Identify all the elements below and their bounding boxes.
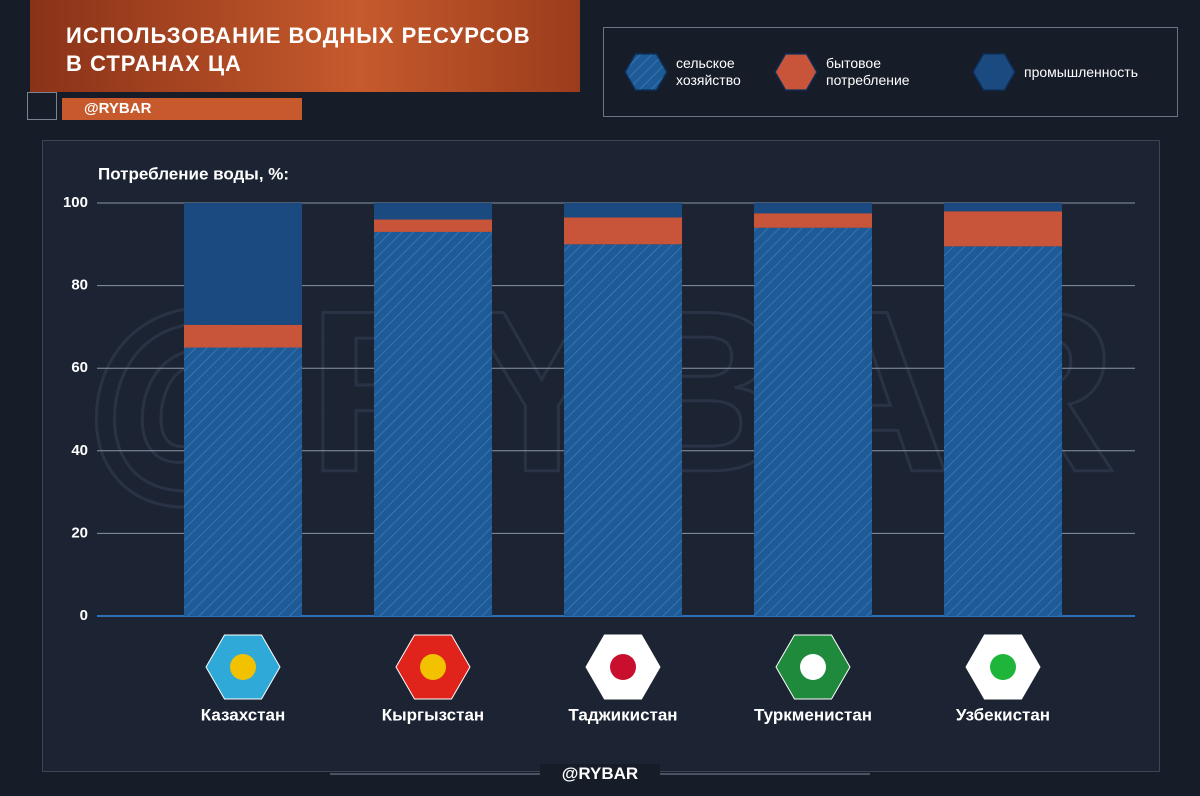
y-tick-label: 20 xyxy=(71,524,88,541)
flag-emblem xyxy=(800,654,826,680)
bar-segment xyxy=(944,203,1062,212)
legend-item: сельское хозяйство xyxy=(622,50,796,94)
bar-segment xyxy=(754,213,872,228)
x-tick-label: Кыргызстан xyxy=(382,705,484,724)
brand: @RYBAR xyxy=(62,98,302,120)
brand: @RYBAR xyxy=(540,764,660,784)
y-tick-label: 60 xyxy=(71,359,88,376)
bar-segment xyxy=(564,203,682,218)
y-tick-label: 0 xyxy=(80,607,88,624)
legend-label: бытовое потребление xyxy=(826,55,910,88)
title: ИСПОЛЬЗОВАНИЕ ВОДНЫХ РЕСУРСОВ В СТРАНАХ … xyxy=(66,23,531,76)
bar-segment xyxy=(374,231,492,616)
bar-segment xyxy=(184,324,302,348)
y-tick-label: 80 xyxy=(71,277,88,294)
bar-segment xyxy=(564,244,682,617)
x-tick-label: Узбекистан xyxy=(956,705,1050,724)
legend-item: промышленность xyxy=(970,50,1144,94)
legend-item: бытовое потребление xyxy=(772,50,946,94)
bar-segment xyxy=(754,227,872,616)
x-tick-label: Таджикистан xyxy=(568,705,677,724)
bar-segment xyxy=(944,211,1062,247)
header: ИСПОЛЬЗОВАНИЕ ВОДНЫХ РЕСУРСОВ В СТРАНАХ … xyxy=(30,0,580,92)
flag-emblem xyxy=(610,654,636,680)
y-axis-label: Потребление воды, %: xyxy=(98,164,289,183)
bar-segment xyxy=(564,217,682,245)
x-tick-label: Туркменистан xyxy=(754,705,872,724)
x-tick-label: Казахстан xyxy=(201,705,285,724)
legend-label: сельское хозяйство xyxy=(676,55,741,88)
decor-square xyxy=(27,92,57,120)
bar-segment xyxy=(754,203,872,214)
bar-segment xyxy=(374,203,492,220)
bar-segment xyxy=(374,219,492,232)
bar-segment xyxy=(184,347,302,616)
legend-label: промышленность xyxy=(1024,63,1138,80)
y-tick-label: 40 xyxy=(71,442,88,459)
y-tick-label: 100 xyxy=(63,194,88,211)
flag-emblem xyxy=(990,654,1016,680)
bar-segment xyxy=(184,203,302,325)
flag-emblem xyxy=(420,654,446,680)
legend: сельское хозяйство бытовое потребление про… xyxy=(603,27,1178,117)
flag-emblem xyxy=(230,654,256,680)
bar-segment xyxy=(944,246,1062,617)
